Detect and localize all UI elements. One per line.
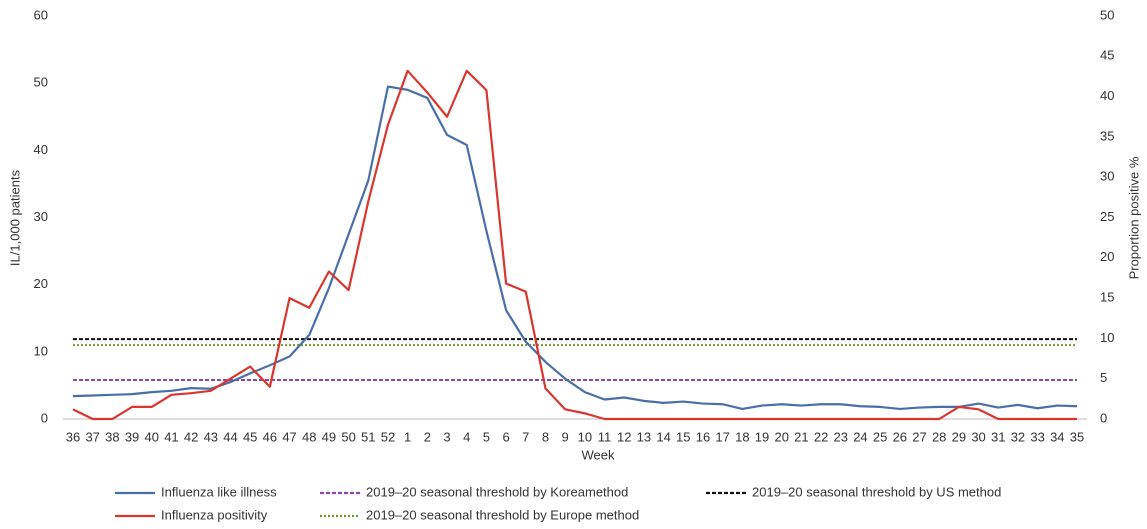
x-tick-label: 27 [912,429,926,444]
x-tick-label: 14 [656,429,670,444]
x-tick-label: 12 [617,429,631,444]
x-tick-label: 24 [853,429,867,444]
x-tick-label: 41 [164,429,178,444]
x-tick-label: 35 [1070,429,1084,444]
x-tick-label: 6 [502,429,509,444]
x-tick-label: 33 [1030,429,1044,444]
y-tick-label: 30 [34,209,48,224]
x-tick-label: 29 [952,429,966,444]
x-tick-label: 49 [322,429,336,444]
y-tick-label: 20 [34,276,48,291]
x-tick-label: 32 [1011,429,1025,444]
x-tick-label: 28 [932,429,946,444]
x-tick-label: 43 [204,429,218,444]
x-tick-label: 34 [1050,429,1064,444]
x-tick-label: 23 [834,429,848,444]
x-tick-label: 50 [341,429,355,444]
y2-tick-label: 10 [1100,330,1114,345]
legend-label: 2019–20 seasonal threshold by Koreametho… [366,484,628,499]
y2-tick-label: 15 [1100,290,1114,305]
x-tick-label: 42 [184,429,198,444]
y2-tick-label: 50 [1100,7,1114,22]
x-tick-label: 19 [755,429,769,444]
x-tick-label: 38 [105,429,119,444]
series-line [72,69,1077,421]
x-tick-label: 10 [578,429,592,444]
x-tick-label: 39 [125,429,139,444]
x-tick-label: 9 [562,429,569,444]
y-tick-label: 60 [34,7,48,22]
y2-tick-label: 20 [1100,249,1114,264]
x-tick-label: 4 [463,429,470,444]
x-tick-label: 30 [971,429,985,444]
y2-tick-label: 30 [1100,169,1114,184]
x-tick-label: 22 [814,429,828,444]
x-tick-label: 46 [263,429,277,444]
x-tick-label: 25 [873,429,887,444]
x-tick-label: 5 [483,429,490,444]
x-tick-label: 13 [637,429,651,444]
x-tick-label: 36 [66,429,80,444]
x-tick-label: 45 [243,429,257,444]
y2-tick-label: 5 [1100,370,1107,385]
x-tick-label: 31 [991,429,1005,444]
x-tick-label: 47 [282,429,296,444]
x-tick-label: 17 [715,429,729,444]
x-tick-label: 20 [774,429,788,444]
x-tick-label: 37 [85,429,99,444]
x-tick-label: 26 [893,429,907,444]
y-tick-label: 40 [34,142,48,157]
series-line [72,85,1078,411]
y-axis-title: IL/1,000 patients [7,169,22,266]
legend-label: 2019–20 seasonal threshold by US method [752,484,1001,499]
x-tick-label: 3 [443,429,450,444]
y2-tick-label: 0 [1100,410,1107,425]
y2-tick-label: 45 [1100,48,1114,63]
x-tick-label: 44 [223,429,237,444]
x-tick-label: 2 [424,429,431,444]
x-tick-label: 21 [794,429,808,444]
legend-label: Influenza like illness [161,484,277,499]
y2-tick-label: 25 [1100,209,1114,224]
x-tick-label: 18 [735,429,749,444]
y2-tick-label: 35 [1100,128,1114,143]
y2-axis-title: Proportion positive % [1126,156,1141,279]
y2-tick-label: 40 [1100,88,1114,103]
legend-label: Influenza positivity [161,507,268,522]
x-tick-label: 16 [696,429,710,444]
x-tick-label: 40 [145,429,159,444]
x-tick-label: 15 [676,429,690,444]
x-tick-label: 8 [542,429,549,444]
x-tick-label: 1 [404,429,411,444]
x-tick-label: 11 [598,429,612,444]
y-tick-label: 50 [34,75,48,90]
legend-label: 2019–20 seasonal threshold by Europe met… [366,507,639,522]
x-axis-title: Week [582,447,615,462]
y-tick-label: 0 [41,410,48,425]
x-tick-label: 52 [381,429,395,444]
x-tick-label: 51 [361,429,375,444]
x-tick-label: 7 [522,429,529,444]
x-tick-label: 48 [302,429,316,444]
y-tick-label: 10 [34,343,48,358]
